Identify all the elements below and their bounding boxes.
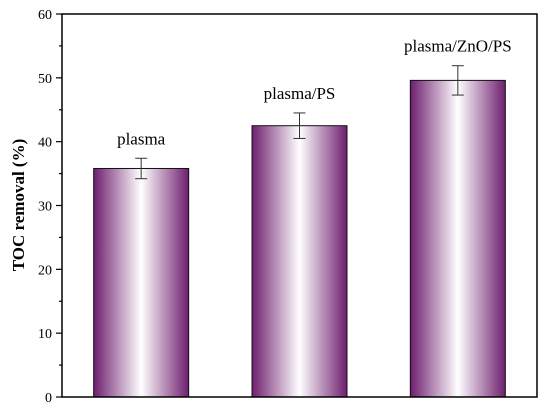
bar-label-1: plasma bbox=[117, 129, 166, 148]
error-bar-1 bbox=[135, 157, 148, 180]
bar-1 bbox=[93, 167, 190, 398]
y-tick-label: 60 bbox=[38, 8, 52, 23]
y-tick-label: 30 bbox=[38, 200, 52, 215]
y-tick-label: 0 bbox=[45, 391, 52, 406]
bar-2 bbox=[251, 125, 348, 398]
y-tick-label: 40 bbox=[38, 136, 52, 151]
bar-label-3: plasma/ZnO/PS bbox=[404, 37, 512, 56]
y-axis-title: TOC removal (%) bbox=[9, 139, 28, 272]
error-bar-2 bbox=[293, 112, 306, 139]
bar-label-2: plasma/PS bbox=[264, 84, 336, 103]
y-tick-label: 50 bbox=[38, 72, 52, 87]
y-tick-label: 10 bbox=[38, 327, 52, 342]
error-bar-3 bbox=[451, 65, 464, 96]
y-tick-label: 20 bbox=[38, 263, 52, 278]
bar-3 bbox=[409, 79, 506, 398]
